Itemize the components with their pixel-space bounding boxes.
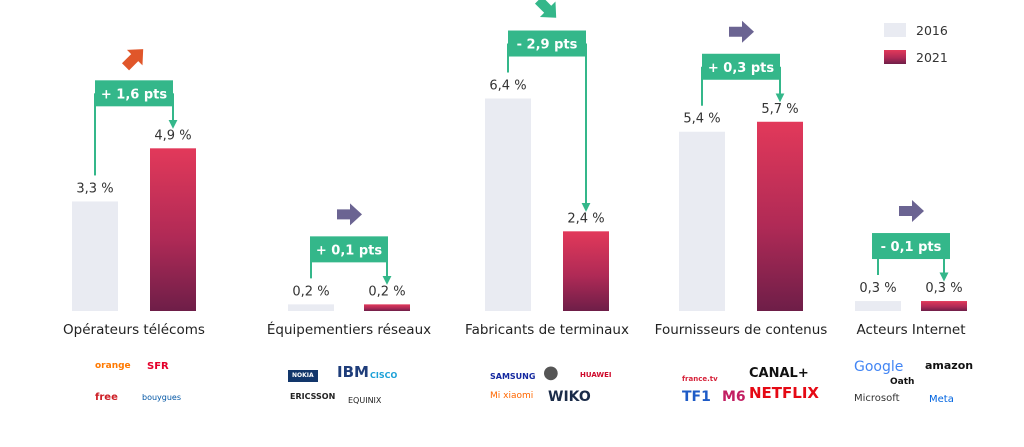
brand-logo: france.tv bbox=[682, 375, 718, 383]
brand-logo: NETFLIX bbox=[749, 384, 819, 402]
category-label: Fournisseurs de contenus bbox=[655, 322, 828, 338]
legend-label-2021: 2021 bbox=[916, 50, 948, 65]
trend-arrow-shape bbox=[337, 203, 362, 226]
brand-logo: orange bbox=[95, 361, 131, 371]
bar-2021 bbox=[364, 304, 410, 311]
data-label-2021: 0,2 % bbox=[368, 284, 405, 299]
data-label-2021: 2,4 % bbox=[567, 211, 604, 226]
legend-swatch-2021 bbox=[884, 50, 906, 64]
brand-logo: TF1 bbox=[682, 389, 711, 405]
brand-logo: CISCO bbox=[370, 371, 398, 380]
category-label: Équipementiers réseaux bbox=[267, 321, 431, 338]
change-label: + 0,3 pts bbox=[708, 61, 774, 76]
legend-label-2016: 2016 bbox=[916, 23, 948, 38]
brand-logo: M6 bbox=[722, 389, 746, 405]
brand-logo: ERICSSON bbox=[290, 392, 336, 401]
brand-logo: SAMSUNG bbox=[490, 372, 536, 381]
brand-logo: free bbox=[95, 392, 118, 403]
category-label: Fabricants de terminaux bbox=[465, 322, 629, 338]
brand-logo: WIKO bbox=[548, 389, 591, 405]
brand-logo: SFR bbox=[147, 361, 169, 372]
change-label: - 2,9 pts bbox=[517, 38, 578, 53]
trend-arrow-shape bbox=[729, 20, 754, 43]
trend-arrow-icon bbox=[121, 49, 144, 71]
data-label-2021: 4,9 % bbox=[154, 128, 191, 143]
trend-arrow-icon bbox=[899, 200, 924, 223]
brand-logo: NOKIA bbox=[288, 370, 318, 382]
brand-logo: bouygues bbox=[142, 393, 182, 402]
data-label-2021: 5,7 % bbox=[761, 102, 798, 117]
trend-arrow-shape bbox=[121, 49, 144, 71]
change-label: + 0,1 pts bbox=[316, 243, 382, 258]
brand-logo: amazon bbox=[925, 359, 974, 372]
change-badge bbox=[310, 236, 388, 263]
change-badge bbox=[508, 30, 586, 57]
data-label-2016: 3,3 % bbox=[76, 181, 113, 196]
brand-logo: CANAL+ bbox=[749, 366, 809, 381]
data-label-2016: 0,3 % bbox=[859, 281, 896, 296]
bar-2021 bbox=[757, 121, 803, 311]
brand-logo: Google bbox=[854, 359, 904, 375]
category-label: Opérateurs télécoms bbox=[63, 322, 205, 338]
trend-arrow-shape bbox=[534, 0, 557, 18]
bar-2016 bbox=[288, 304, 334, 311]
category-label: Acteurs Internet bbox=[856, 322, 965, 338]
data-label-2016: 0,2 % bbox=[292, 284, 329, 299]
bar-2021 bbox=[563, 231, 609, 311]
brand-logo: Oath bbox=[890, 377, 915, 387]
change-badge bbox=[95, 80, 173, 107]
change-label: + 1,6 pts bbox=[101, 87, 167, 102]
brand-logo: Microsoft bbox=[854, 393, 900, 404]
data-label-2021: 0,3 % bbox=[925, 281, 962, 296]
bar-2021 bbox=[921, 301, 967, 311]
data-label-2016: 5,4 % bbox=[683, 112, 720, 127]
brand-logo: EQUINIX bbox=[348, 396, 382, 405]
change-badge bbox=[872, 233, 950, 260]
change-badge bbox=[702, 53, 780, 80]
bar-2016 bbox=[485, 98, 531, 312]
trend-arrow-icon bbox=[534, 0, 557, 18]
brand-logo: Meta bbox=[929, 394, 954, 405]
brand-logo: Mi xiaomi bbox=[490, 391, 534, 401]
trend-arrow-shape bbox=[899, 200, 924, 223]
brand-logo: HUAWEI bbox=[580, 371, 612, 379]
trend-arrow-icon bbox=[337, 203, 362, 226]
bar-2016 bbox=[72, 201, 118, 311]
change-label: - 0,1 pts bbox=[881, 240, 942, 255]
trend-arrow-icon bbox=[729, 20, 754, 43]
bar-2021 bbox=[150, 148, 196, 311]
brand-logo: IBM bbox=[337, 363, 369, 381]
apple-icon: ● bbox=[543, 362, 559, 383]
data-label-2016: 6,4 % bbox=[489, 79, 526, 94]
legend-swatch-2016 bbox=[884, 23, 906, 37]
bar-2016 bbox=[679, 131, 725, 311]
bar-2016 bbox=[855, 301, 901, 311]
